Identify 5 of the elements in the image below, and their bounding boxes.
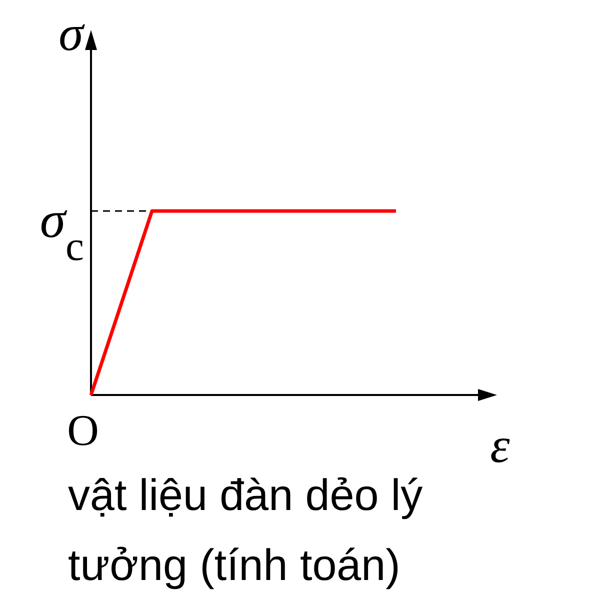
x-axis-title: ε	[490, 417, 510, 473]
ref-line-label: σ$_{c}$	[40, 192, 84, 269]
text: O	[67, 406, 99, 455]
text: vật liệu đàn dẻo lý tưởng (tính toán)	[68, 471, 423, 590]
y-axis-title: σ	[58, 5, 86, 61]
